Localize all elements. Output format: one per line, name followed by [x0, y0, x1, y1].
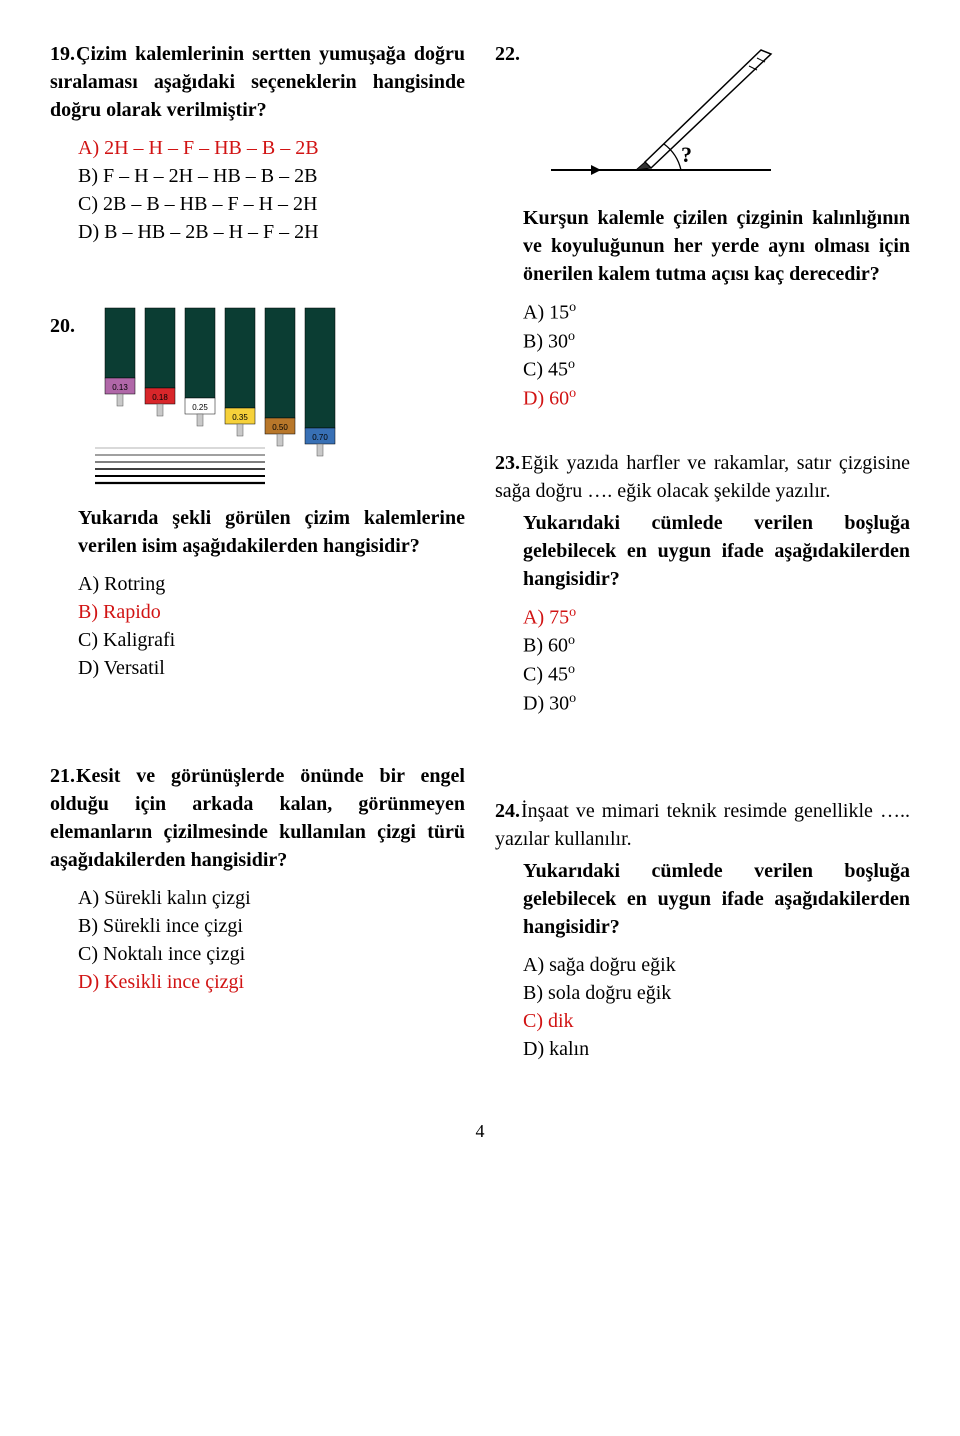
q23-option-d: D) 30o	[523, 689, 910, 718]
svg-text:0.50: 0.50	[272, 423, 288, 432]
question-23: 23.Eğik yazıda harfler ve rakamlar, satı…	[495, 449, 910, 718]
q21-option-a: A) Sürekli kalın çizgi	[78, 884, 465, 912]
q22-figure: ?	[531, 40, 791, 200]
svg-text:0.25: 0.25	[192, 403, 208, 412]
left-column: 19.Çizim kalemlerinin sertten yumuşağa d…	[50, 40, 465, 1099]
q23-subtext: Yukarıdaki cümlede verilen boşluğa geleb…	[495, 509, 910, 593]
q21-option-d: D) Kesikli ince çizgi	[78, 968, 465, 996]
q19-option-b: B) F – H – 2H – HB – B – 2B	[78, 162, 465, 190]
page: 19.Çizim kalemlerinin sertten yumuşağa d…	[50, 40, 910, 1099]
q20-figure: 0.13 0.18 0.25 0.35 0.50 0.70	[85, 298, 385, 488]
q24-subtext: Yukarıdaki cümlede verilen boşluğa geleb…	[495, 857, 910, 941]
q20-options: A) Rotring B) Rapido C) Kaligrafi D) Ver…	[50, 570, 465, 682]
q19-options: A) 2H – H – F – HB – B – 2B B) F – H – 2…	[50, 134, 465, 246]
q19-option-c: C) 2B – B – HB – F – H – 2H	[78, 190, 465, 218]
q22-option-c: C) 45o	[523, 355, 910, 384]
q23-stem: 23.Eğik yazıda harfler ve rakamlar, satı…	[495, 449, 910, 505]
q19-option-d: D) B – HB – 2B – H – F – 2H	[78, 218, 465, 246]
q22-question-mark: ?	[681, 142, 692, 167]
q23-option-b: B) 60o	[523, 631, 910, 660]
q20-option-b: B) Rapido	[78, 598, 465, 626]
q20-subtext: Yukarıda şekli görülen çizim kalemlerine…	[50, 504, 465, 560]
q20-option-c: C) Kaligrafi	[78, 626, 465, 654]
question-19: 19.Çizim kalemlerinin sertten yumuşağa d…	[50, 40, 465, 246]
q22-option-a: A) 15o	[523, 298, 910, 327]
q20-number: 20.	[50, 312, 75, 340]
q24-option-b: B) sola doğru eğik	[523, 979, 910, 1007]
q23-number: 23.	[495, 449, 521, 477]
q24-options: A) sağa doğru eğik B) sola doğru eğik C)…	[495, 951, 910, 1063]
q22-option-b: B) 30o	[523, 327, 910, 356]
right-column: 22.	[495, 40, 910, 1099]
q20-option-d: D) Versatil	[78, 654, 465, 682]
q24-option-d: D) kalın	[523, 1035, 910, 1063]
q24-text: İnşaat ve mimari teknik resimde genellik…	[495, 800, 910, 850]
q21-number: 21.	[50, 762, 76, 790]
q22-options: A) 15o B) 30o C) 45o D) 60o	[495, 298, 910, 413]
q22-option-d: D) 60o	[523, 384, 910, 413]
q20-option-a: A) Rotring	[78, 570, 465, 598]
q22-subtext: Kurşun kalemle çizilen çizginin kalınlığ…	[495, 204, 910, 288]
q19-number: 19.	[50, 40, 76, 68]
q19-stem: 19.Çizim kalemlerinin sertten yumuşağa d…	[50, 40, 465, 124]
q19-text: Çizim kalemlerinin sertten yumuşağa doğr…	[50, 43, 465, 121]
q23-option-c: C) 45o	[523, 660, 910, 689]
q24-stem: 24.İnşaat ve mimari teknik resimde genel…	[495, 797, 910, 853]
question-24: 24.İnşaat ve mimari teknik resimde genel…	[495, 797, 910, 1063]
technical-pens-figure: 0.13 0.18 0.25 0.35 0.50 0.70	[85, 298, 385, 488]
q24-option-a: A) sağa doğru eğik	[523, 951, 910, 979]
q23-option-a: A) 75o	[523, 603, 910, 632]
q19-option-a: A) 2H – H – F – HB – B – 2B	[78, 134, 465, 162]
page-number: 4	[50, 1119, 910, 1144]
svg-text:0.70: 0.70	[312, 433, 328, 442]
svg-text:0.18: 0.18	[152, 393, 168, 402]
q22-number: 22.	[495, 40, 521, 68]
q21-text: Kesit ve görünüşlerde önünde bir engel o…	[50, 765, 465, 871]
question-20: 20. 0.13 0.18 0.25 0.35 0.50 0.70 Yukarıda şe…	[50, 282, 465, 682]
q23-options: A) 75o B) 60o C) 45o D) 30o	[495, 603, 910, 718]
q24-option-c: C) dik	[523, 1007, 910, 1035]
q21-option-c: C) Noktalı ince çizgi	[78, 940, 465, 968]
q23-text: Eğik yazıda harfler ve rakamlar, satır ç…	[495, 452, 910, 502]
svg-text:0.13: 0.13	[112, 383, 128, 392]
svg-text:0.35: 0.35	[232, 413, 248, 422]
question-22: 22.	[495, 40, 910, 413]
q21-options: A) Sürekli kalın çizgi B) Sürekli ince ç…	[50, 884, 465, 996]
q21-option-b: B) Sürekli ince çizgi	[78, 912, 465, 940]
pencil-angle-figure: ?	[531, 40, 791, 200]
q21-stem: 21.Kesit ve görünüşlerde önünde bir enge…	[50, 762, 465, 874]
question-21: 21.Kesit ve görünüşlerde önünde bir enge…	[50, 762, 465, 996]
q24-number: 24.	[495, 797, 521, 825]
